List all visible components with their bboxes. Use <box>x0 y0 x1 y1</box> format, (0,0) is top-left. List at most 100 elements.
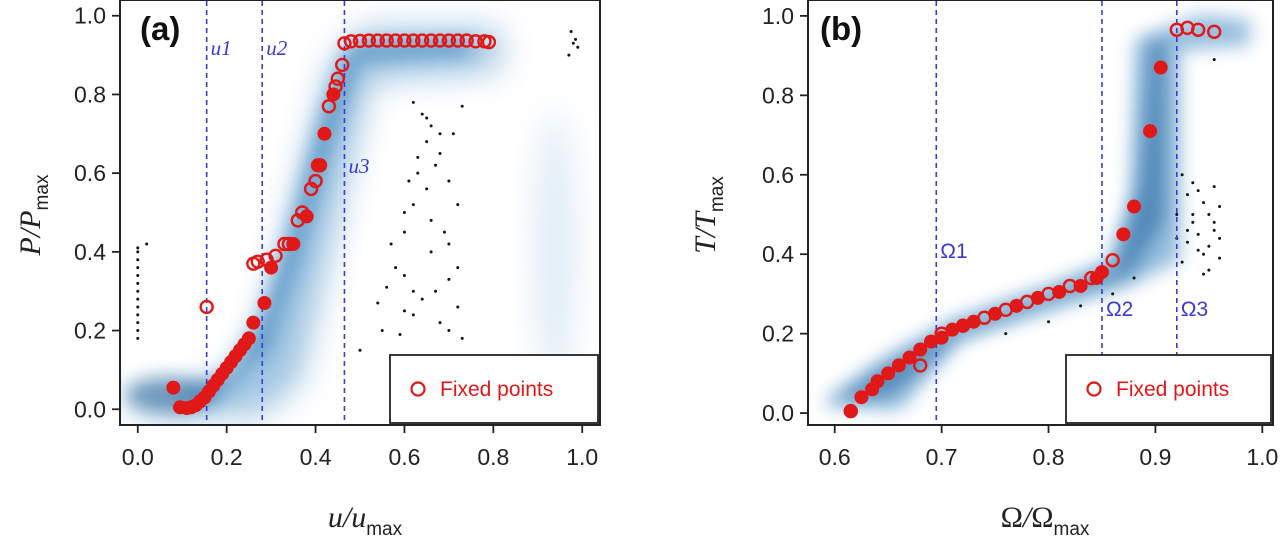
panel-b-ylabel-sep: / <box>689 226 722 239</box>
panel-b-fixed-point-open <box>977 310 992 325</box>
panel-a-fixed-point-open <box>328 79 343 94</box>
panel-a-xlabel-var2: u <box>351 501 366 534</box>
panel-a-xtick-label: 1.0 <box>566 444 598 470</box>
panel-b: Ω1 Ω2 Ω3 0.6 0.7 0.8 0.9 1.0 0.0 0.2 0.4 0.6 0.8 1.0… <box>689 0 1278 537</box>
panel-a-scatter-dot <box>136 281 140 285</box>
panel-a-scatter-dot <box>416 155 420 159</box>
panel-b-fixed-point-open <box>1207 24 1222 39</box>
panel-a-fixed-point-open <box>268 248 283 263</box>
panel-a-fixed-points-layer <box>166 33 497 416</box>
panel-a-legend: Fixed points <box>389 354 599 424</box>
panel-a-fixed-point-open <box>352 33 368 49</box>
panel-b-xtick-label: 0.6 <box>819 444 851 470</box>
panel-b-scatter-dot <box>1207 244 1211 248</box>
panel-b-scatter-dot <box>1196 189 1200 193</box>
panel-b-xtick-label: 0.9 <box>1139 444 1171 470</box>
panel-b-fixed-point-open <box>934 326 949 341</box>
panel-b-scatter-dot <box>1185 228 1189 232</box>
panel-b-xtick-label: 0.8 <box>1033 444 1065 470</box>
panel-b-scatter-dot <box>1047 320 1051 324</box>
panel-b-scatter-dot <box>1079 304 1083 308</box>
panel-a-fixed-point-open <box>406 33 421 48</box>
panel-a-scatter-dot <box>447 242 451 246</box>
panel-a-scatter-dot <box>136 336 140 340</box>
panel-b-xlabel-sub: max <box>1054 519 1090 537</box>
panel-a-scatter-dot <box>136 321 140 325</box>
panel-a-scatter-dot <box>434 289 438 293</box>
panel-b-guide-layer: Ω1 Ω2 Ω3 <box>935 1 1208 424</box>
panel-b-ylabel-var2: T <box>689 210 722 229</box>
panel-a-scatter-dot <box>402 211 406 214</box>
panel-b-scatter-dot <box>1185 193 1189 197</box>
panel-a-ytick-label: 0.4 <box>74 239 106 265</box>
svg-text:u/umax: u/umax <box>328 501 403 537</box>
panel-a-ytick-label: 0.2 <box>74 318 106 344</box>
panel-a-fixed-point-open <box>481 34 497 50</box>
panel-b-guide-label-1: Ω1 <box>940 240 967 263</box>
panel-b-legend-marker <box>1086 381 1102 397</box>
panel-a-scatter-dot <box>136 313 140 317</box>
panel-a-xtick-label: 0.8 <box>477 444 509 470</box>
panel-a-fixed-point-open <box>370 33 385 48</box>
panel-b-scatter-dot <box>1196 248 1200 252</box>
panel-a-xlabel-var: u <box>328 501 343 534</box>
panel-b-scatter-dot <box>1202 252 1206 256</box>
panel-a-xlabel: u/umax <box>328 501 403 537</box>
panel-a: u1 u2 u3 0.0 0.2 0.4 0.6 0.8 1.0 0.0 0.2 0.4 0.6 0.8… <box>14 0 601 537</box>
panel-a-scatter-dot <box>398 332 402 336</box>
svg-text:Ω/Ωmax: Ω/Ωmax <box>1001 501 1090 537</box>
panel-b-scatter-dot <box>1196 232 1200 236</box>
panel-b-legend: Fixed points <box>1065 354 1272 424</box>
panel-b-fixed-point <box>881 366 896 381</box>
panel-b-scatter-dot <box>1180 260 1184 264</box>
panel-b-fixed-point <box>1073 278 1088 293</box>
panel-a-scatter-dot <box>136 250 140 254</box>
panel-b-fixed-point <box>1052 284 1067 299</box>
panel-a-scatter-dot <box>434 163 438 167</box>
panel-a-fixed-point-open <box>199 299 214 315</box>
panel-b-fixed-point-open <box>1041 286 1056 302</box>
panel-a-scatter-dot <box>411 313 415 317</box>
panel-b-fixed-point <box>1143 124 1158 139</box>
panel-b-scatter-dot <box>1212 58 1216 62</box>
svg-text:T/Tmax: T/Tmax <box>689 176 728 254</box>
panel-a-fixed-point-open <box>432 33 448 48</box>
panel-a-label: (a) <box>140 10 180 47</box>
panel-b-scatter-dot <box>1202 201 1206 205</box>
panel-a-scatter-dot <box>425 187 429 191</box>
panel-a-scatter-layer <box>136 29 580 352</box>
panel-a-scatter-dot <box>456 305 460 309</box>
panel-a-ylabel-var: P <box>14 237 47 256</box>
panel-b-xlabel: Ω/Ωmax <box>1001 501 1090 537</box>
panel-a-scatter-dot <box>438 321 442 325</box>
panel-a-scatter-dot <box>136 246 140 250</box>
panel-b-ytick-label: 0.6 <box>762 162 794 188</box>
panel-a-fixed-point-open <box>337 36 352 51</box>
panel-b-guide-label-2: Ω2 <box>1106 298 1133 321</box>
panel-a-fixed-point-open <box>450 33 465 48</box>
panel-b-ylabel-sub: max <box>707 176 728 212</box>
panel-b-scatter-dot <box>1111 292 1115 296</box>
panel-a-ytick-label: 1.0 <box>74 3 106 29</box>
panel-a-scatter-dot <box>429 124 433 128</box>
panel-a-fixed-point-open <box>250 254 265 269</box>
panel-a-frame <box>119 0 601 426</box>
panel-a-scatter-dot <box>438 151 442 155</box>
panel-a-fixed-point-open <box>415 33 430 48</box>
panel-b-fixed-point <box>870 374 885 389</box>
panel-a-scatter-dot <box>569 29 573 33</box>
panel-a-scatter-dot <box>420 297 424 301</box>
panel-a-scatter-dot <box>394 266 398 270</box>
panel-a-scatter-dot <box>136 329 140 333</box>
panel-a-scatter-dot <box>460 336 464 340</box>
panel-a-scatter-dot <box>402 273 406 277</box>
panel-b-fixed-point <box>1127 199 1142 214</box>
panel-b-scatter-dot <box>1207 268 1211 272</box>
panel-a-fixed-point-open <box>312 158 328 173</box>
panel-a-scatter-dot <box>385 285 389 289</box>
panel-a-fixed-point <box>317 126 332 141</box>
panel-b-scatter-dot <box>1132 276 1136 280</box>
panel-a-scatter-dot <box>358 348 362 352</box>
panel-b-fixed-point <box>913 342 928 357</box>
panel-b-frame <box>807 0 1274 426</box>
